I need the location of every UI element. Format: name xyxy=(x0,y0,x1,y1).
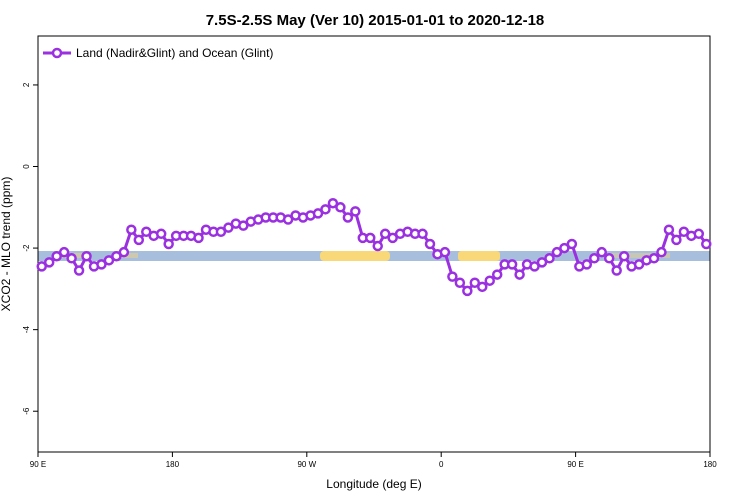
data-point xyxy=(193,232,204,244)
data-point xyxy=(678,226,690,238)
data-point xyxy=(633,259,645,270)
data-point xyxy=(387,232,398,244)
data-point xyxy=(365,232,376,244)
data-point xyxy=(111,250,122,262)
data-point xyxy=(544,253,555,264)
y-axis-label: XCO2 - MLO trend (ppm) xyxy=(0,177,13,312)
data-point xyxy=(589,253,600,264)
data-point xyxy=(215,226,227,238)
data-point xyxy=(335,202,346,213)
y-tick-label: 2 xyxy=(22,82,31,87)
x-axis-label: Longitude (deg E) xyxy=(326,477,421,491)
data-point xyxy=(551,246,563,258)
data-point xyxy=(312,208,324,219)
data-point xyxy=(350,206,361,217)
data-point xyxy=(671,234,682,246)
data-point xyxy=(611,265,622,276)
data-point xyxy=(327,197,339,209)
data-point xyxy=(342,212,354,223)
data-point xyxy=(320,204,331,215)
data-point xyxy=(118,246,130,258)
x-tick-label: 180 xyxy=(703,460,717,469)
data-point xyxy=(656,246,667,258)
data-point xyxy=(514,269,525,280)
x-tick-label: 90 E xyxy=(567,460,583,469)
data-point xyxy=(693,228,705,240)
y-tick-label: -6 xyxy=(22,407,31,415)
data-point xyxy=(126,224,137,235)
data-point xyxy=(43,257,55,268)
y-tick-label: 0 xyxy=(22,164,31,169)
data-point xyxy=(603,253,615,264)
data-point xyxy=(596,246,607,258)
chart-title: 7.5S-2.5S May (Ver 10) 2015-01-01 to 202… xyxy=(206,12,545,29)
data-point xyxy=(559,242,570,254)
data-point xyxy=(66,253,77,264)
data-point xyxy=(133,234,145,246)
y-tick-label: -2 xyxy=(22,244,31,252)
data-point xyxy=(372,240,383,252)
data-point xyxy=(462,285,473,297)
y-tick-label: -4 xyxy=(22,326,31,334)
data-point xyxy=(447,271,458,282)
data-point xyxy=(491,269,503,280)
data-point xyxy=(141,226,152,238)
data-point xyxy=(379,228,391,240)
data-point xyxy=(506,259,518,270)
x-tick-label: 90 W xyxy=(297,460,316,469)
data-point xyxy=(223,222,234,233)
data-point xyxy=(454,277,466,288)
x-tick-label: 0 xyxy=(439,460,444,469)
data-point xyxy=(701,238,712,250)
data-point xyxy=(417,228,428,240)
data-point xyxy=(51,250,62,262)
data-point xyxy=(648,253,660,264)
data-point xyxy=(163,238,174,250)
data-point xyxy=(36,261,47,272)
data-point xyxy=(282,214,294,225)
data-point xyxy=(424,238,436,250)
data-point xyxy=(155,228,167,240)
data-point xyxy=(238,220,249,231)
data-point xyxy=(58,246,70,258)
data-point xyxy=(618,250,630,262)
data-point xyxy=(103,255,115,266)
data-point xyxy=(566,238,578,250)
x-tick-label: 90 E xyxy=(30,460,46,469)
data-point xyxy=(81,250,92,262)
legend-label: Land (Nadir&Glint) and Ocean (Glint) xyxy=(76,46,273,60)
legend-marker xyxy=(51,47,63,59)
data-point xyxy=(73,265,85,276)
data-point xyxy=(96,259,107,270)
data-point xyxy=(477,281,488,293)
data-point xyxy=(529,261,540,272)
data-point xyxy=(536,257,548,268)
x-tick-label: 180 xyxy=(166,460,180,469)
data-point xyxy=(663,224,675,235)
data-point xyxy=(484,275,495,286)
data-point xyxy=(581,259,593,270)
data-point xyxy=(469,277,481,288)
data-point xyxy=(439,246,451,258)
